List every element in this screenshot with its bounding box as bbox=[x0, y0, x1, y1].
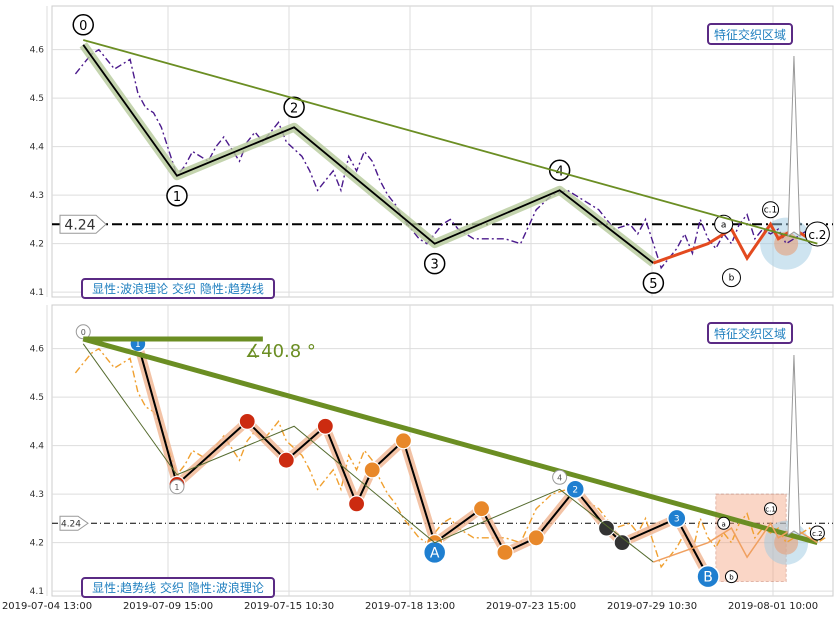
pivot-marker bbox=[363, 461, 381, 479]
pointer-arrow bbox=[787, 55, 801, 237]
y-tick-label: 4.2 bbox=[30, 240, 44, 250]
legend-label: 显性:波浪理论 交织 隐性:趋势线 bbox=[92, 281, 264, 296]
trend-line bbox=[82, 336, 819, 546]
y-tick-label: 4.6 bbox=[30, 345, 45, 355]
y-tick-label: 4.4 bbox=[30, 143, 45, 153]
corrective-marker bbox=[721, 268, 741, 288]
y-tick-label: 4.3 bbox=[30, 191, 44, 201]
corrective-label: b bbox=[729, 574, 734, 582]
zone-label-box bbox=[707, 23, 793, 45]
wave-label: 0 bbox=[79, 19, 87, 34]
wave-label: 4 bbox=[557, 473, 562, 482]
pointer-arrow bbox=[787, 354, 801, 536]
panel-bottom: 4.1 4.2 4.3 4.4 4.5 4.6 4.24 1 A B 2 3 0 1 4 a b c.1 c.2 特征… bbox=[2, 304, 834, 612]
trend-label: B bbox=[703, 570, 713, 586]
corrective-marker bbox=[724, 570, 738, 584]
legend-box bbox=[81, 577, 275, 598]
y-tick-label: 4.1 bbox=[30, 288, 44, 298]
wave-marker bbox=[169, 479, 185, 495]
wave-label: 5 bbox=[649, 277, 657, 292]
corrective-label: a bbox=[722, 520, 726, 528]
y-tick-label: 4.1 bbox=[30, 587, 44, 597]
y-tick-label: 4.5 bbox=[30, 393, 44, 403]
x-tick-label: 2019-07-29 10:30 bbox=[607, 601, 697, 612]
wave-label: 0 bbox=[81, 328, 86, 337]
pivot-marker bbox=[277, 451, 295, 469]
corrective-label: c.1 bbox=[765, 506, 776, 514]
wave-marker bbox=[548, 159, 571, 182]
level-arrow bbox=[59, 515, 89, 531]
trend-label-marker bbox=[422, 540, 447, 565]
x-tick-label: 2019-08-01 10:00 bbox=[728, 601, 818, 612]
y-tick-label: 4.4 bbox=[30, 442, 45, 452]
level-arrow bbox=[59, 214, 107, 234]
trend-label-marker bbox=[565, 479, 586, 500]
price-line bbox=[74, 48, 826, 270]
trend-label: 2 bbox=[572, 485, 578, 495]
wave-marker bbox=[166, 185, 188, 207]
legend-box bbox=[81, 278, 275, 299]
wave-marker bbox=[642, 272, 665, 294]
level-label: 4.24 bbox=[61, 519, 81, 529]
pivot-marker bbox=[527, 529, 545, 547]
wave-marker bbox=[552, 469, 568, 485]
level-label: 4.24 bbox=[64, 217, 95, 233]
corrective-marker bbox=[804, 221, 830, 247]
corrective-marker bbox=[717, 516, 731, 530]
legend-label: 显性:趋势线 交织 隐性:波浪理论 bbox=[92, 580, 264, 595]
trend-label: 3 bbox=[674, 514, 680, 524]
pivot-marker bbox=[597, 519, 616, 537]
y-tick-label: 4.6 bbox=[30, 46, 45, 56]
plot-frame bbox=[51, 5, 834, 298]
pivot-marker bbox=[238, 412, 256, 430]
wave-label: 1 bbox=[173, 190, 181, 205]
corrective-label: c.2 bbox=[812, 530, 823, 538]
wave-line bbox=[82, 44, 654, 264]
x-tick-label: 2019-07-04 13:00 bbox=[2, 601, 92, 612]
wave-marker bbox=[283, 96, 305, 118]
x-tick-label: 2019-07-09 15:00 bbox=[123, 601, 213, 612]
corrective-marker bbox=[764, 502, 778, 516]
pivot-marker bbox=[472, 500, 491, 518]
x-tick-label: 2019-07-15 10:30 bbox=[244, 601, 334, 612]
y-tick-label: 4.5 bbox=[30, 94, 44, 104]
price-line bbox=[74, 347, 826, 569]
y-tick-label: 4.2 bbox=[30, 539, 44, 549]
wave-marker bbox=[423, 252, 446, 275]
x-tick-label: 2019-07-23 15:00 bbox=[486, 601, 576, 612]
trend-label: 1 bbox=[135, 340, 141, 350]
pivot-marker bbox=[316, 417, 334, 435]
panel-top: 4.14.24.34.44.54.64.24012345abc.1c.2特征交织… bbox=[30, 5, 834, 299]
zone-label-box bbox=[707, 322, 793, 344]
corrective-label: b bbox=[729, 274, 735, 284]
zone-label: 特征交织区域 bbox=[714, 27, 786, 42]
pivot-marker bbox=[496, 543, 514, 561]
trend-label-marker bbox=[696, 564, 720, 589]
pivot-marker bbox=[613, 534, 631, 552]
corrective-label: a bbox=[721, 220, 727, 230]
wave-line bbox=[82, 343, 654, 563]
pivot-marker bbox=[394, 432, 413, 450]
corrective-marker bbox=[762, 201, 780, 219]
wave-label: 3 bbox=[431, 258, 439, 273]
y-tick-label: 4.3 bbox=[30, 490, 44, 500]
pivot-marker bbox=[347, 495, 366, 513]
trend-label-marker bbox=[667, 508, 687, 529]
wave-marker bbox=[72, 14, 94, 36]
corrective-label: c.1 bbox=[764, 206, 778, 216]
trend-line bbox=[82, 39, 818, 245]
trend-label: A bbox=[430, 545, 440, 561]
wave-label: 1 bbox=[174, 483, 179, 492]
angle-label: ∡40.8 ° bbox=[245, 341, 316, 362]
corrective-label: c.2 bbox=[808, 228, 826, 242]
x-tick-label: 2019-07-18 13:00 bbox=[365, 601, 455, 612]
zone-label: 特征交织区域 bbox=[714, 326, 786, 341]
corrective-marker bbox=[809, 525, 825, 541]
wave-label: 2 bbox=[290, 101, 298, 116]
